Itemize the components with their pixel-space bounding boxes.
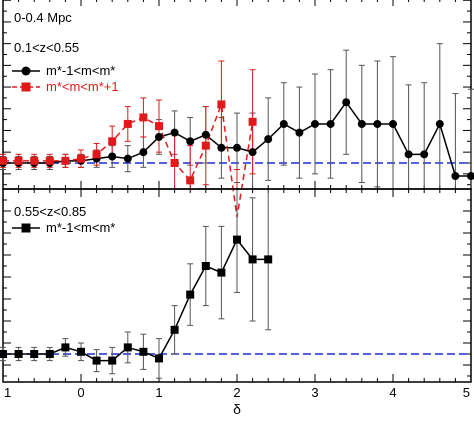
top-panel-annotation-radius: 0-0.4 Mpc bbox=[14, 10, 72, 25]
data-point bbox=[170, 325, 179, 334]
data-point bbox=[155, 354, 163, 363]
data-point bbox=[77, 347, 85, 356]
bottom-panel: 0.55<z<0.85 m*-1<m<m* 1 0 1 2 3 4 5 δ bbox=[0, 188, 472, 417]
data-point bbox=[61, 343, 70, 352]
data-point bbox=[186, 176, 195, 185]
data-point bbox=[0, 350, 7, 358]
bottom-panel-legend: m*-1<m<m* bbox=[12, 220, 115, 235]
x-tick-label: 3 bbox=[311, 385, 318, 400]
x-tick-label: 1 bbox=[4, 385, 11, 400]
data-point bbox=[170, 159, 179, 167]
data-point bbox=[248, 117, 257, 126]
data-point bbox=[14, 156, 23, 165]
data-point bbox=[373, 119, 382, 128]
x-tick-label: 5 bbox=[463, 385, 470, 400]
bottom-panel-ticks bbox=[2, 189, 472, 382]
series-line bbox=[3, 238, 269, 362]
top-panel-markers bbox=[0, 98, 474, 185]
data-point bbox=[311, 119, 319, 128]
data-point bbox=[217, 268, 226, 277]
legend-bottom-square-marker bbox=[21, 223, 31, 233]
data-point bbox=[139, 113, 148, 122]
data-point bbox=[342, 98, 351, 107]
legend-label-red-series: m*<m<m*+1 bbox=[46, 79, 119, 94]
data-point bbox=[139, 148, 148, 157]
data-point bbox=[201, 141, 210, 150]
legend-label-black-series: m*-1<m<m* bbox=[46, 63, 115, 78]
legend-black-circle-marker bbox=[21, 66, 31, 76]
legend-red-square-marker bbox=[21, 82, 31, 92]
x-tick-label: 1 bbox=[155, 385, 162, 400]
x-tick-labels: 1 0 1 2 3 4 5 bbox=[4, 385, 470, 400]
data-point bbox=[61, 156, 70, 165]
data-point bbox=[92, 356, 101, 365]
data-point bbox=[30, 156, 39, 165]
data-point bbox=[92, 150, 101, 159]
data-point bbox=[155, 132, 163, 141]
data-point bbox=[389, 119, 397, 128]
data-point bbox=[30, 350, 39, 358]
data-point bbox=[186, 137, 195, 146]
data-point bbox=[420, 150, 429, 159]
data-point bbox=[108, 356, 117, 365]
data-point bbox=[264, 135, 273, 144]
data-point bbox=[201, 130, 210, 139]
data-point bbox=[123, 119, 132, 128]
x-tick-label: 2 bbox=[233, 385, 240, 400]
data-point bbox=[123, 154, 132, 163]
data-point bbox=[451, 172, 460, 181]
data-point bbox=[233, 235, 241, 244]
data-point bbox=[123, 343, 132, 352]
data-point bbox=[77, 154, 85, 163]
bottom-panel-annotation-redshift: 0.55<z<0.85 bbox=[14, 204, 86, 219]
data-point bbox=[155, 122, 163, 131]
data-point bbox=[217, 143, 226, 152]
data-point bbox=[186, 290, 195, 299]
data-point bbox=[217, 100, 226, 109]
legend-label-bottom-series: m*-1<m<m* bbox=[46, 220, 115, 235]
x-tick-label: 0 bbox=[77, 385, 84, 400]
series-line bbox=[3, 104, 254, 218]
data-point bbox=[14, 350, 23, 358]
data-point bbox=[404, 150, 413, 159]
data-point bbox=[248, 148, 257, 157]
data-point bbox=[279, 119, 288, 128]
data-point bbox=[108, 152, 117, 161]
data-point bbox=[435, 119, 444, 128]
data-point bbox=[357, 119, 366, 128]
data-point bbox=[108, 137, 117, 146]
data-point bbox=[45, 156, 54, 165]
data-point bbox=[233, 143, 241, 152]
data-point bbox=[45, 350, 54, 358]
data-point bbox=[295, 128, 304, 137]
x-tick-label: 4 bbox=[389, 385, 396, 400]
data-point bbox=[326, 119, 335, 128]
x-axis-label: δ bbox=[233, 401, 241, 417]
top-panel-annotation-redshift: 0.1<z<0.55 bbox=[14, 40, 79, 55]
bottom-panel-lines bbox=[3, 238, 269, 362]
data-point bbox=[201, 262, 210, 270]
data-point bbox=[170, 128, 179, 137]
bottom-panel-markers bbox=[0, 235, 273, 365]
data-point bbox=[467, 172, 474, 181]
top-panel-legend: m*-1<m<m* m*<m<m*+1 bbox=[12, 63, 119, 94]
data-point bbox=[248, 255, 257, 264]
data-point bbox=[264, 255, 273, 264]
data-point bbox=[139, 347, 148, 356]
top-panel: 0-0.4 Mpc 0.1<z<0.55 m*-1<m<m* m*<m<m*+1 bbox=[0, 0, 474, 218]
data-point bbox=[0, 156, 7, 165]
